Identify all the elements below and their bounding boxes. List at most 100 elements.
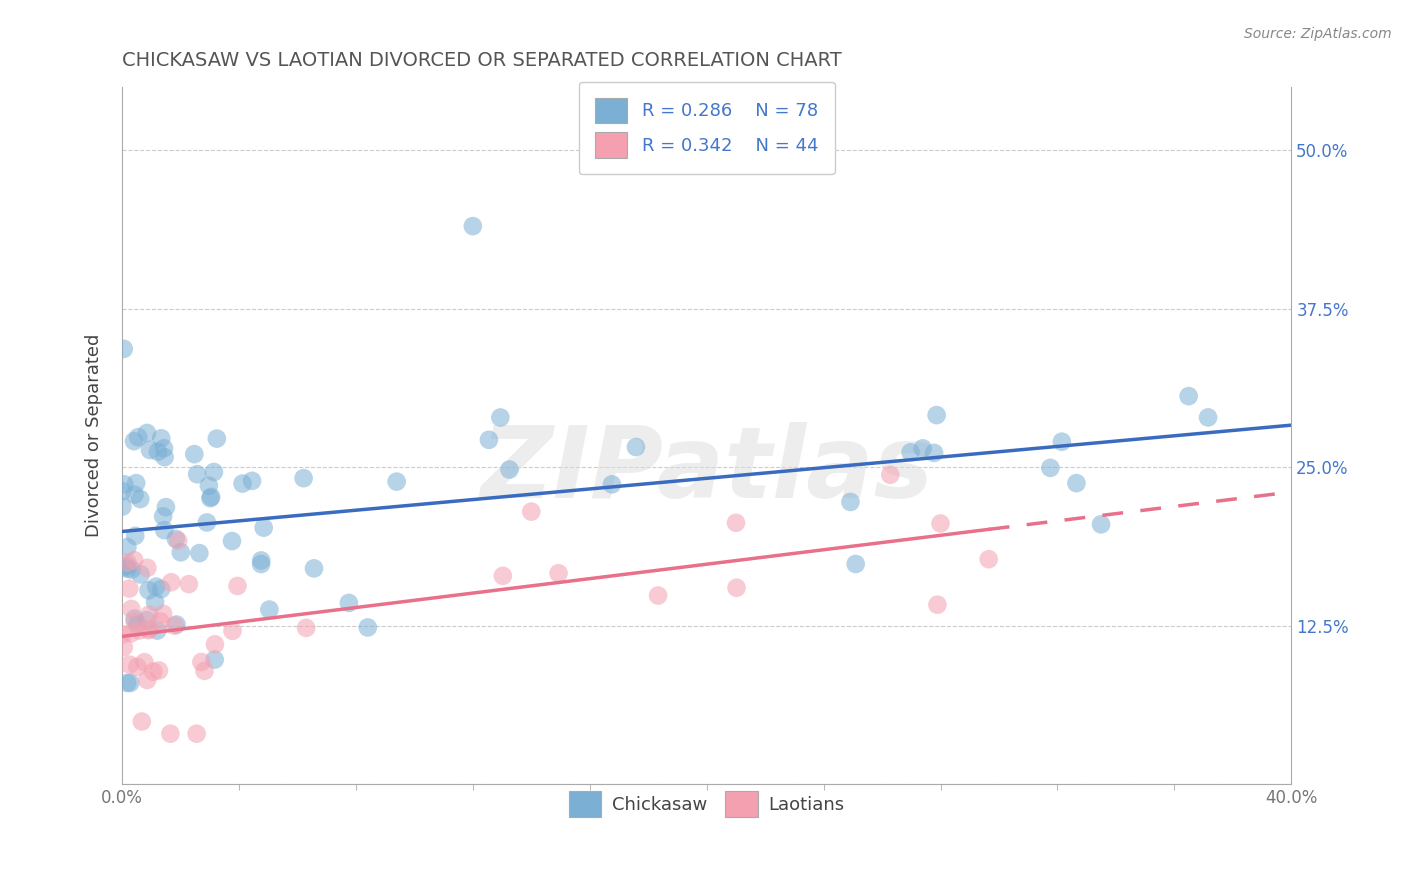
Point [124, 488, 146, 502]
Point [927, 598, 949, 612]
Point [127, 430, 149, 444]
Point [357, 620, 380, 634]
Point [118, 657, 141, 672]
Point [152, 607, 174, 621]
Point [112, 477, 135, 491]
Point [118, 582, 141, 596]
Point [725, 581, 748, 595]
Point [124, 615, 146, 629]
Point [146, 624, 169, 638]
Point [624, 440, 647, 454]
Point [142, 665, 165, 679]
Point [121, 562, 143, 576]
Point [1050, 434, 1073, 449]
Point [520, 505, 543, 519]
Point [136, 561, 159, 575]
Point [149, 615, 172, 629]
Legend: Chickasaw, Laotians: Chickasaw, Laotians [561, 784, 852, 824]
Point [259, 602, 281, 616]
Point [146, 444, 169, 458]
Point [170, 545, 193, 559]
Point [186, 467, 208, 482]
Point [253, 521, 276, 535]
Point [900, 445, 922, 459]
Point [120, 676, 142, 690]
Point [190, 655, 212, 669]
Point [204, 652, 226, 666]
Point [1090, 517, 1112, 532]
Point [204, 637, 226, 651]
Point [1039, 461, 1062, 475]
Point [153, 450, 176, 464]
Point [385, 475, 408, 489]
Point [221, 534, 243, 549]
Point [250, 553, 273, 567]
Point [202, 465, 225, 479]
Point [129, 491, 152, 506]
Point [115, 676, 138, 690]
Point [120, 626, 142, 640]
Point [492, 569, 515, 583]
Point [111, 500, 134, 514]
Point [231, 476, 253, 491]
Point [911, 442, 934, 456]
Point [461, 219, 484, 233]
Point [112, 640, 135, 654]
Point [115, 558, 138, 573]
Point [136, 425, 159, 440]
Point [292, 471, 315, 485]
Point [929, 516, 952, 531]
Point [150, 582, 173, 596]
Point [138, 622, 160, 636]
Point [152, 509, 174, 524]
Point [198, 478, 221, 492]
Point [977, 552, 1000, 566]
Point [186, 727, 208, 741]
Point [839, 495, 862, 509]
Point [302, 561, 325, 575]
Point [127, 660, 149, 674]
Point [183, 447, 205, 461]
Point [240, 474, 263, 488]
Point [136, 624, 159, 638]
Point [250, 557, 273, 571]
Point [166, 617, 188, 632]
Point [200, 490, 222, 504]
Point [131, 714, 153, 729]
Point [127, 617, 149, 632]
Point [600, 477, 623, 491]
Point [136, 673, 159, 687]
Point [117, 540, 139, 554]
Point [167, 533, 190, 548]
Point [148, 664, 170, 678]
Text: ZIPatlas: ZIPatlas [479, 422, 934, 519]
Point [150, 431, 173, 445]
Point [724, 516, 747, 530]
Point [117, 562, 139, 576]
Point [337, 596, 360, 610]
Point [160, 575, 183, 590]
Point [134, 655, 156, 669]
Point [124, 529, 146, 543]
Point [200, 491, 222, 505]
Text: Source: ZipAtlas.com: Source: ZipAtlas.com [1244, 27, 1392, 41]
Point [122, 434, 145, 449]
Point [129, 567, 152, 582]
Point [112, 342, 135, 356]
Point [124, 611, 146, 625]
Point [1177, 389, 1199, 403]
Point [922, 446, 945, 460]
Point [489, 410, 512, 425]
Y-axis label: Divorced or Separated: Divorced or Separated [86, 334, 103, 537]
Point [177, 577, 200, 591]
Point [122, 553, 145, 567]
Point [138, 583, 160, 598]
Point [195, 516, 218, 530]
Point [647, 589, 669, 603]
Point [153, 523, 176, 537]
Point [478, 433, 501, 447]
Point [1197, 410, 1219, 425]
Point [111, 627, 134, 641]
Point [193, 664, 215, 678]
Point [136, 613, 159, 627]
